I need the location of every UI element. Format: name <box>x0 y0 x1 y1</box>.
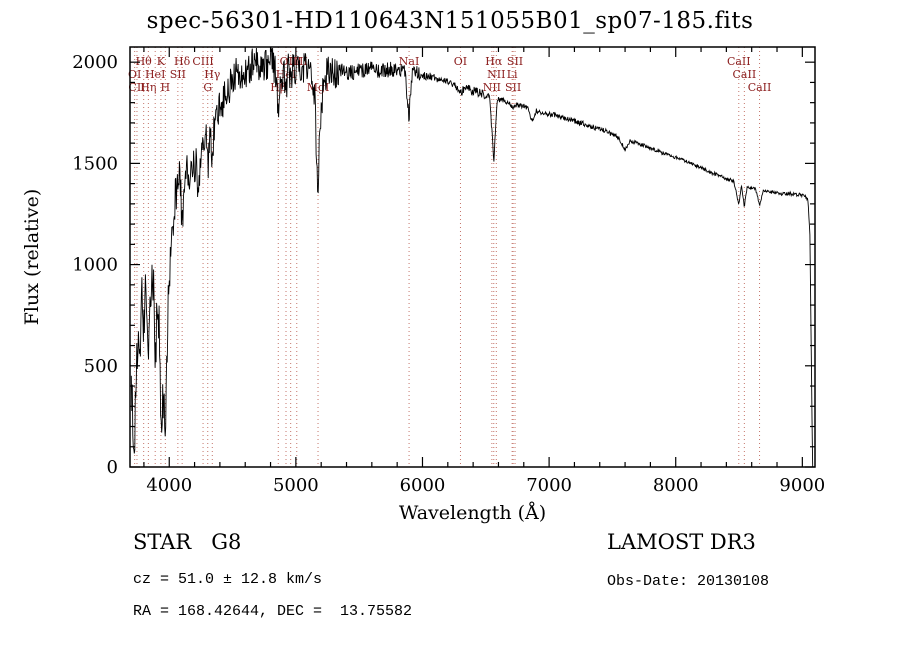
x-tick-label: 6000 <box>400 475 446 496</box>
spectral-line-label: NII <box>483 81 501 94</box>
cz-value: cz = 51.0 ± 12.8 km/s <box>133 571 323 588</box>
spectrum-curve <box>130 47 814 467</box>
spectral-line-label: CaII <box>748 81 772 94</box>
x-tick-label: 9000 <box>779 475 825 496</box>
x-tick-label: 5000 <box>273 475 319 496</box>
x-tick-label: 7000 <box>526 475 572 496</box>
x-tick-label: 4000 <box>146 475 192 496</box>
spectral-line-label: Hδ <box>174 55 191 68</box>
y-axis-label: Flux (relative) <box>21 189 43 326</box>
spectral-line-label: Hη <box>140 81 156 94</box>
y-tick-label: 500 <box>84 356 118 377</box>
spectrum-title: spec-56301-HD110643N151055B01_sp07-185.f… <box>146 8 754 34</box>
y-tick-label: 1500 <box>72 153 118 174</box>
spectral-line-label: SII <box>507 55 523 68</box>
y-tick-label: 2000 <box>72 52 118 73</box>
spectral-line-label: H <box>161 81 171 94</box>
y-tick-label: 1000 <box>72 255 118 276</box>
spectral-line-label: Hβ <box>270 81 286 94</box>
spectral-line-label: CII <box>128 81 145 94</box>
spectral-line-label: SII <box>170 68 186 81</box>
spectral-line-label: Li <box>507 68 518 81</box>
spectral-line-label: Hα <box>485 55 503 68</box>
x-axis-label: Wavelength (Å) <box>399 502 546 524</box>
spectral-line-label: SII <box>505 81 521 94</box>
spectral-line-label: NaI <box>399 55 420 68</box>
ra-dec-value: RA = 168.42644, DEC = 13.75582 <box>133 603 413 620</box>
plot-frame <box>129 46 816 468</box>
spectral-line-label: OI <box>454 55 467 68</box>
spectral-line-label: OI <box>128 68 141 81</box>
survey-label: LAMOST DR3 <box>607 530 756 554</box>
spectral-line-label: CaII <box>733 68 757 81</box>
y-tick-label: 0 <box>107 457 118 478</box>
spectral-line-label: CIII <box>192 55 213 68</box>
spectral-line-label: NII <box>487 68 505 81</box>
spectral-line-label: K <box>157 55 166 68</box>
spectral-line-label: G <box>203 81 212 94</box>
x-tick-label: 8000 <box>653 475 699 496</box>
spectral-line-label: HeI <box>145 68 165 81</box>
obs-date: Obs-Date: 20130108 <box>607 573 770 590</box>
spectral-line-label: CaII <box>727 55 751 68</box>
spectral-line-label: Hθ <box>136 55 153 68</box>
object-class-label: STAR G8 <box>133 530 242 554</box>
spectral-line-label: Hγ <box>204 68 221 81</box>
